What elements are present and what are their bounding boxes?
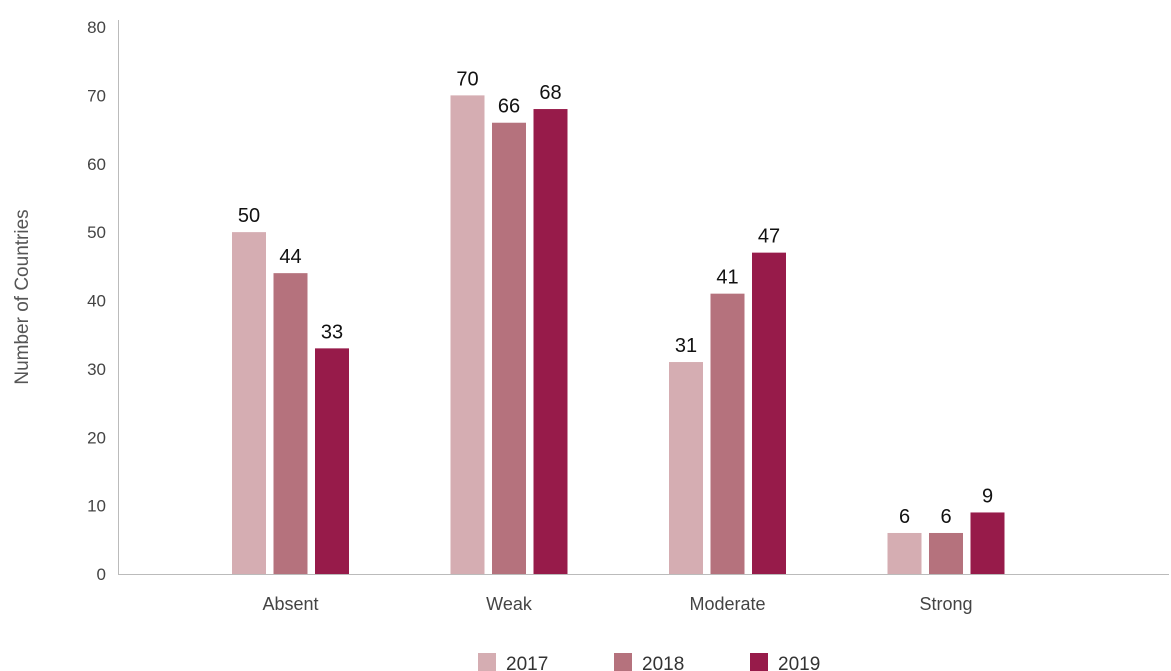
data-label: 47 [758, 226, 780, 248]
bar-absent-2019 [315, 348, 349, 574]
y-tick-label: 10 [87, 497, 106, 516]
data-label: 41 [716, 267, 738, 289]
y-tick-label: 50 [87, 223, 106, 242]
y-tick-label: 0 [97, 565, 106, 584]
bar-moderate-2018 [710, 293, 745, 574]
legend-swatch-2018 [614, 653, 632, 671]
bar-moderate-2017 [669, 362, 703, 574]
data-label: 9 [982, 485, 993, 507]
x-axis-labels: Absent Weak Moderate Strong [262, 594, 972, 614]
bar-absent-2017 [232, 232, 266, 574]
data-label: 70 [456, 68, 478, 90]
y-tick-label: 60 [87, 155, 106, 174]
bar-weak-2018 [492, 122, 526, 574]
data-label: 68 [539, 82, 561, 104]
y-tick-label: 30 [87, 360, 106, 379]
x-tick-label: Absent [262, 594, 318, 614]
y-tick-label: 70 [87, 86, 106, 105]
bar-weak-2017 [450, 95, 485, 574]
bar-moderate-2019 [752, 252, 786, 574]
legend-label: 2018 [642, 654, 684, 671]
x-tick-label: Strong [919, 594, 972, 614]
data-label: 31 [675, 335, 697, 357]
data-label: 33 [321, 321, 343, 343]
bar-absent-2018 [273, 273, 308, 574]
data-label: 6 [940, 506, 951, 528]
bars [232, 95, 1005, 575]
data-label: 44 [279, 246, 301, 268]
data-label: 6 [899, 506, 910, 528]
y-tick-label: 40 [87, 292, 106, 311]
x-tick-label: Weak [486, 594, 533, 614]
data-label: 50 [238, 205, 260, 227]
bar-strong-2017 [887, 532, 922, 574]
legend-swatch-2019 [750, 653, 768, 671]
y-axis-ticks: 0 10 20 30 40 50 60 70 80 [87, 18, 106, 584]
bar-strong-2019 [970, 512, 1005, 574]
y-tick-label: 20 [87, 428, 106, 447]
x-tick-label: Moderate [689, 594, 765, 614]
y-axis-title: Number of Countries [12, 209, 33, 384]
legend: 2017 2018 2019 [478, 653, 820, 671]
legend-label: 2017 [506, 654, 548, 671]
legend-label: 2019 [778, 654, 820, 671]
bar-weak-2019 [533, 109, 568, 575]
data-label: 66 [498, 96, 520, 118]
bar-strong-2018 [929, 532, 963, 574]
legend-swatch-2017 [478, 653, 496, 671]
y-tick-label: 80 [87, 18, 106, 37]
